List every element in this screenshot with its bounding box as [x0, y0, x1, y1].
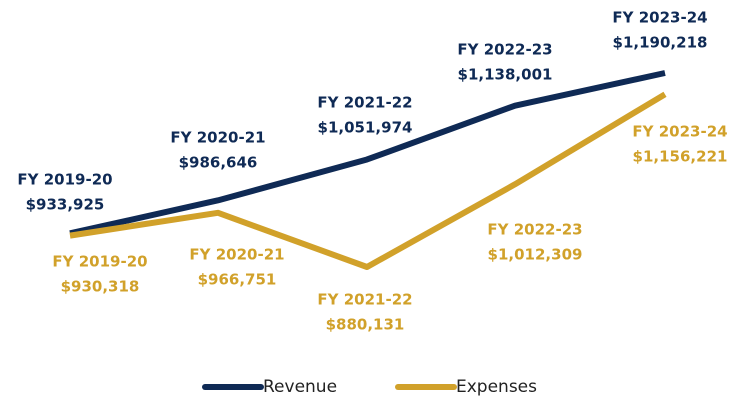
- line-expenses: [69, 91, 667, 270]
- line-revenue: [69, 70, 666, 237]
- data-label-category: FY 2020-21: [170, 129, 265, 147]
- legend-label: Revenue: [263, 377, 337, 397]
- data-label: $1,138,001: [458, 66, 553, 84]
- data-label-category: FY 2021-22: [317, 94, 412, 112]
- legend-label: Expenses: [456, 377, 537, 397]
- data-label: $880,131: [326, 316, 405, 334]
- data-label: $1,190,218: [613, 34, 708, 52]
- data-label-category: FY 2019-20: [17, 171, 112, 189]
- data-label: $986,646: [179, 154, 258, 172]
- data-label-category: FY 2023-24: [632, 123, 727, 141]
- data-label: $1,156,221: [633, 148, 728, 166]
- data-label-category: FY 2022-23: [487, 221, 582, 239]
- data-label-category: FY 2022-23: [457, 41, 552, 59]
- data-label-category: FY 2019-20: [52, 253, 147, 271]
- data-label-category: FY 2020-21: [189, 246, 284, 264]
- data-label-category: FY 2021-22: [317, 291, 412, 309]
- data-label-category: FY 2023-24: [612, 9, 707, 27]
- data-label: $966,751: [198, 271, 277, 289]
- data-label: $933,925: [26, 196, 105, 214]
- data-label: $1,012,309: [488, 246, 583, 264]
- data-label: $1,051,974: [318, 119, 413, 137]
- data-label: $930,318: [61, 278, 140, 296]
